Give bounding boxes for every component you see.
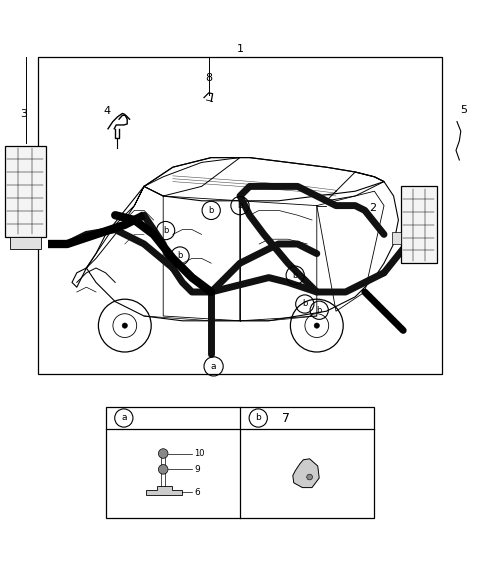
Text: b: b — [316, 306, 322, 315]
Bar — [5, 145, 46, 237]
Text: 2: 2 — [370, 203, 377, 213]
Text: 8: 8 — [205, 73, 212, 83]
Text: b: b — [292, 271, 298, 280]
Bar — [392, 232, 401, 244]
Circle shape — [307, 474, 312, 480]
Text: 5: 5 — [460, 105, 467, 114]
Text: b: b — [177, 252, 183, 260]
Circle shape — [158, 464, 168, 474]
Circle shape — [122, 323, 128, 328]
Circle shape — [314, 323, 320, 328]
Text: a: a — [211, 362, 216, 371]
Text: b: b — [237, 201, 243, 210]
Bar — [106, 407, 374, 517]
Circle shape — [158, 449, 168, 458]
Text: b: b — [163, 226, 168, 235]
Text: 1: 1 — [237, 44, 243, 54]
Text: 3: 3 — [21, 109, 27, 119]
Text: b: b — [208, 206, 214, 215]
Bar — [401, 186, 437, 263]
Text: b: b — [302, 300, 308, 308]
Text: 6: 6 — [194, 488, 200, 497]
Polygon shape — [293, 459, 319, 488]
Text: 4: 4 — [103, 106, 110, 116]
Text: b: b — [255, 413, 261, 422]
Text: 10: 10 — [194, 449, 205, 458]
Bar — [38, 57, 442, 374]
Text: 7: 7 — [282, 412, 289, 425]
Text: 9: 9 — [194, 465, 200, 474]
Polygon shape — [146, 486, 182, 495]
Bar — [10, 237, 41, 249]
Text: a: a — [121, 413, 127, 422]
